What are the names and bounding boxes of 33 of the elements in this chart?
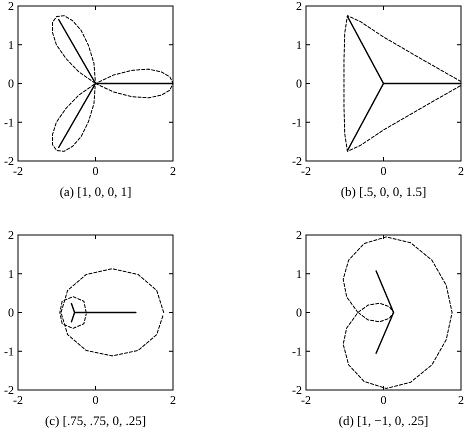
y-tick-label: -2 xyxy=(292,383,302,397)
y-tick-label: 2 xyxy=(296,0,302,13)
y-tick-label: -2 xyxy=(4,383,14,397)
y-tick-label: 1 xyxy=(296,38,302,52)
y-tick-label: -1 xyxy=(4,344,14,358)
y-tick-label: -2 xyxy=(4,154,14,168)
y-tick-label: -1 xyxy=(292,115,302,130)
line-series xyxy=(60,268,164,356)
x-tick-label: 2 xyxy=(458,393,464,407)
y-tick-label: 0 xyxy=(296,76,302,90)
x-tick-label: 0 xyxy=(92,393,98,407)
y-tick-label: 1 xyxy=(8,266,14,281)
x-axis-title: (d) [1, −1, 0, .25] xyxy=(338,413,428,428)
y-tick-label: 2 xyxy=(296,228,302,242)
x-tick-label: 2 xyxy=(170,164,176,178)
x-tick-label: 2 xyxy=(170,393,176,407)
y-tick-label: 0 xyxy=(8,76,14,90)
x-tick-label: 0 xyxy=(92,164,98,178)
x-tick-label: 2 xyxy=(458,164,464,178)
x-axis-title: (b) [.5, 0, 0, 1.5] xyxy=(340,184,426,199)
x-axis-title: (c) [.75, .75, 0, .25] xyxy=(44,413,146,428)
x-tick-label: 0 xyxy=(380,393,386,407)
y-tick-label: 2 xyxy=(8,0,14,13)
y-tick-label: -2 xyxy=(292,154,302,168)
y-tick-label: 0 xyxy=(296,306,302,320)
y-tick-label: 1 xyxy=(8,38,14,52)
x-axis-title: (a) [1, 0, 0, 1] xyxy=(60,184,132,199)
x-tick-label: 0 xyxy=(380,164,386,178)
y-tick-label: -1 xyxy=(4,115,14,130)
y-tick-label: -1 xyxy=(292,344,302,358)
y-tick-label: 1 xyxy=(296,266,302,281)
y-tick-label: 2 xyxy=(8,228,14,242)
y-tick-label: 0 xyxy=(8,306,14,320)
